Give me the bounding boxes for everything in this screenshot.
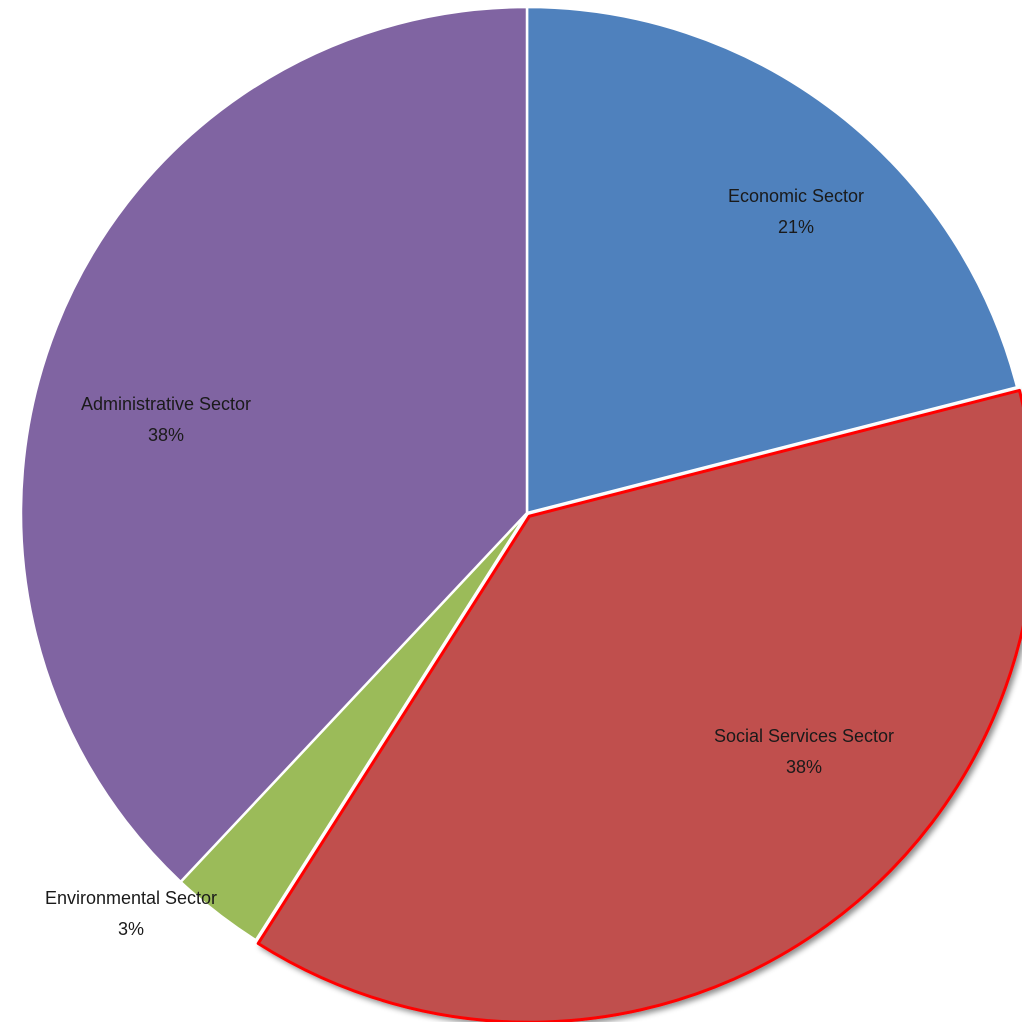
slice-percent-label: 21%: [778, 217, 814, 237]
slice-label-social-services-sector: Social Services Sector 38%: [714, 726, 894, 777]
slice-category-label: Administrative Sector: [81, 394, 251, 414]
slice-label-economic-sector: Economic Sector 21%: [728, 186, 864, 237]
pie-slices: [19, 5, 1022, 1022]
slice-percent-label: 3%: [118, 919, 144, 939]
slice-category-label: Social Services Sector: [714, 726, 894, 746]
slice-label-administrative-sector: Administrative Sector 38%: [81, 394, 251, 445]
slice-label-environmental-sector: Environmental Sector 3%: [45, 888, 217, 939]
slice-percent-label: 38%: [786, 757, 822, 777]
slice-percent-label: 38%: [148, 425, 184, 445]
pie-labels: Economic Sector 21% Social Services Sector…: [45, 186, 894, 939]
pie-slice-economic-sector: [525, 5, 1019, 515]
slice-category-label: Environmental Sector: [45, 888, 217, 908]
pie-slice-administrative-sector: [19, 5, 529, 884]
pie-slice-social-services-sector: [256, 388, 1022, 1022]
slice-category-label: Economic Sector: [728, 186, 864, 206]
